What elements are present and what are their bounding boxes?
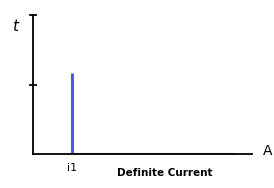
Text: A: A	[263, 144, 273, 158]
Text: i1: i1	[67, 162, 77, 173]
Text: Definite Current: Definite Current	[117, 168, 212, 178]
Text: t: t	[12, 19, 18, 34]
